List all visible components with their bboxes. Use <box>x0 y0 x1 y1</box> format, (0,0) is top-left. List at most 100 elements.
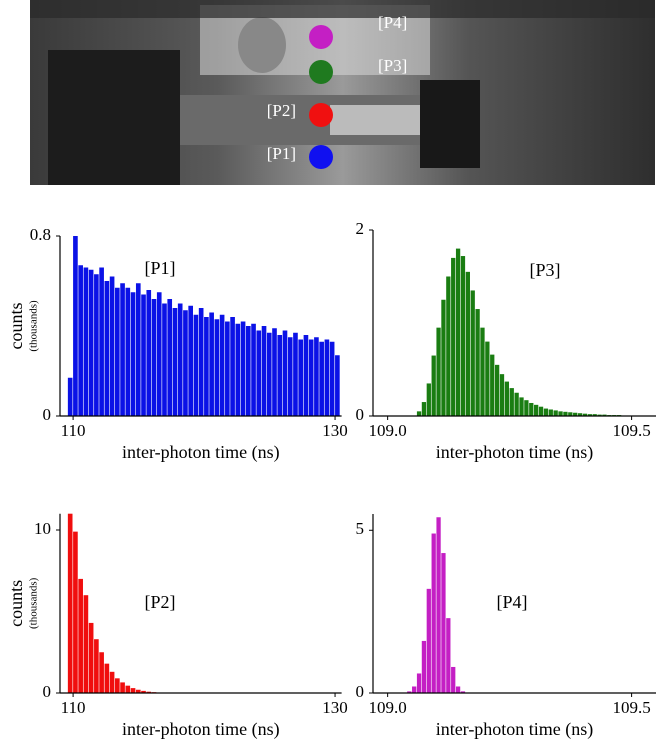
bar <box>219 314 225 416</box>
x-tick-label: 110 <box>61 698 86 717</box>
bar <box>83 595 89 693</box>
bar <box>293 332 298 416</box>
bar <box>104 663 110 693</box>
bar <box>460 691 466 693</box>
bar <box>465 271 470 416</box>
bar <box>548 409 553 416</box>
x-axis-label: inter-photon time (ns) <box>122 442 280 463</box>
bar <box>298 339 304 416</box>
bar <box>120 682 125 693</box>
bar <box>115 678 120 693</box>
bar <box>99 652 104 693</box>
annotation: [P3] <box>530 260 561 280</box>
y-tick-label: 0 <box>43 405 52 424</box>
bar <box>109 276 115 416</box>
marker-dot <box>309 145 333 169</box>
y-axis-note: (thousands) <box>28 577 40 629</box>
bar <box>94 274 99 416</box>
bar <box>573 412 578 416</box>
bar <box>67 377 73 416</box>
marker-label: [P2] <box>267 101 296 120</box>
bar <box>115 287 120 416</box>
bar <box>303 335 309 416</box>
y-tick-label: 0 <box>356 405 365 424</box>
bar <box>490 354 495 416</box>
bar <box>558 411 563 416</box>
bar <box>514 392 519 416</box>
marker-dot <box>309 103 333 127</box>
bar <box>99 267 104 416</box>
bar <box>543 408 549 416</box>
bar <box>225 321 230 416</box>
bar <box>431 533 436 693</box>
bar <box>204 317 209 416</box>
bar <box>135 689 141 693</box>
bar <box>529 402 534 416</box>
y-tick-label: 2 <box>356 219 365 238</box>
annotation: [P2] <box>145 592 176 612</box>
bar <box>88 622 94 693</box>
bar <box>287 337 293 416</box>
bar <box>485 341 490 416</box>
bar <box>141 294 146 416</box>
bar <box>151 299 157 416</box>
bar <box>188 305 193 416</box>
x-axis-label: inter-photon time (ns) <box>436 442 594 463</box>
bar <box>214 319 220 416</box>
bar <box>534 404 539 416</box>
bar <box>568 412 573 416</box>
bar <box>146 290 152 416</box>
bar <box>460 256 466 416</box>
bar <box>455 248 461 416</box>
bar <box>455 686 461 693</box>
bar <box>162 303 167 416</box>
bar <box>256 330 262 416</box>
bar <box>421 402 427 416</box>
marker-dot <box>309 25 333 49</box>
bar <box>141 690 146 693</box>
y-tick-label: 0 <box>43 682 52 701</box>
bar <box>407 691 412 693</box>
bar <box>499 374 505 416</box>
bar <box>538 406 544 416</box>
bar <box>209 312 214 416</box>
bar <box>597 414 602 416</box>
bar <box>240 321 246 416</box>
x-axis-label: inter-photon time (ns) <box>436 719 594 740</box>
bar <box>277 335 283 416</box>
bar <box>261 326 267 416</box>
marker-label: [P1] <box>267 144 296 163</box>
bar <box>104 281 110 416</box>
y-axis-label: counts <box>6 303 26 350</box>
bar <box>412 686 417 693</box>
annotation: [P1] <box>145 258 176 278</box>
bar <box>73 531 78 693</box>
bar <box>426 383 431 416</box>
bar <box>266 332 272 416</box>
y-tick-label: 0.8 <box>30 225 51 244</box>
bar <box>335 355 340 416</box>
bar <box>587 414 592 416</box>
bar <box>130 292 136 416</box>
bar <box>519 397 524 416</box>
bar <box>324 339 330 416</box>
bar <box>135 283 141 416</box>
bar <box>426 588 431 693</box>
bar <box>553 410 558 416</box>
y-tick-label: 10 <box>34 519 51 538</box>
y-tick-label: 0 <box>356 682 365 701</box>
x-tick-label: 110 <box>61 421 86 440</box>
bar <box>416 411 422 416</box>
bar <box>88 269 94 416</box>
bar <box>109 671 115 693</box>
bar <box>78 265 83 416</box>
x-tick-label: 109.0 <box>369 698 407 717</box>
bar <box>183 310 188 416</box>
bar <box>251 323 256 416</box>
bar <box>446 276 451 416</box>
bar <box>272 328 277 416</box>
y-tick-label: 5 <box>356 519 365 538</box>
bar <box>475 309 480 416</box>
bar <box>78 578 83 693</box>
